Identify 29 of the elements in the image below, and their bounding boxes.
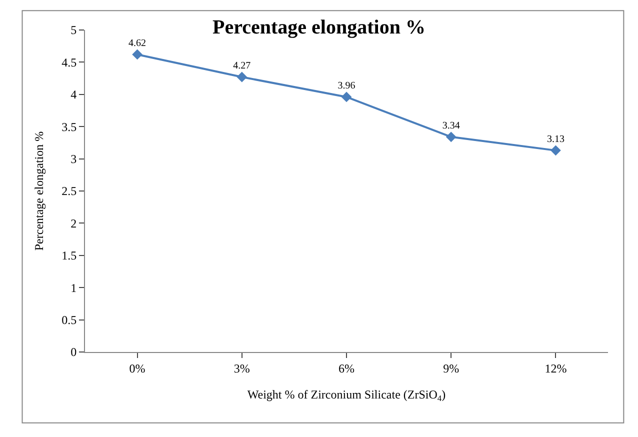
y-tick-label: 0 bbox=[70, 345, 77, 360]
x-tick-label: 0% bbox=[129, 361, 146, 376]
y-tick-label: 1.5 bbox=[62, 248, 77, 263]
y-tick-label: 1 bbox=[70, 280, 77, 295]
data-label: 4.62 bbox=[128, 38, 146, 49]
point bbox=[132, 49, 142, 60]
chart-title: Percentage elongation % bbox=[212, 16, 426, 39]
x-tick-label: 3% bbox=[234, 361, 250, 376]
y-axis-title: Percentage elongation % bbox=[32, 131, 46, 251]
point bbox=[550, 145, 561, 156]
y-tick-label: 0.5 bbox=[62, 313, 77, 327]
x-tick-label: 9% bbox=[443, 361, 460, 376]
data-label: 3.96 bbox=[338, 80, 356, 92]
y-tick-label: 4 bbox=[70, 88, 77, 102]
x-axis-title: Weight % of Zirconium Silicate (ZrSiO$_{4}$) bbox=[247, 387, 446, 403]
point bbox=[236, 72, 248, 82]
data-label: 3.13 bbox=[546, 134, 564, 145]
x-tick-label: 12% bbox=[544, 361, 567, 376]
data-label: 3.34 bbox=[442, 120, 460, 132]
point bbox=[341, 92, 352, 102]
y-tick-label: 3 bbox=[70, 152, 77, 166]
y-tick-label: 5 bbox=[70, 23, 77, 38]
y-tick-label: 4.5 bbox=[62, 55, 77, 70]
y-tick-label: 3.5 bbox=[62, 120, 77, 134]
data-label: 4.27 bbox=[233, 60, 251, 72]
x-tick-label: 6% bbox=[338, 361, 354, 376]
y-tick-label: 2.5 bbox=[62, 184, 77, 198]
point bbox=[446, 132, 456, 142]
y-tick-label: 2 bbox=[70, 216, 77, 230]
